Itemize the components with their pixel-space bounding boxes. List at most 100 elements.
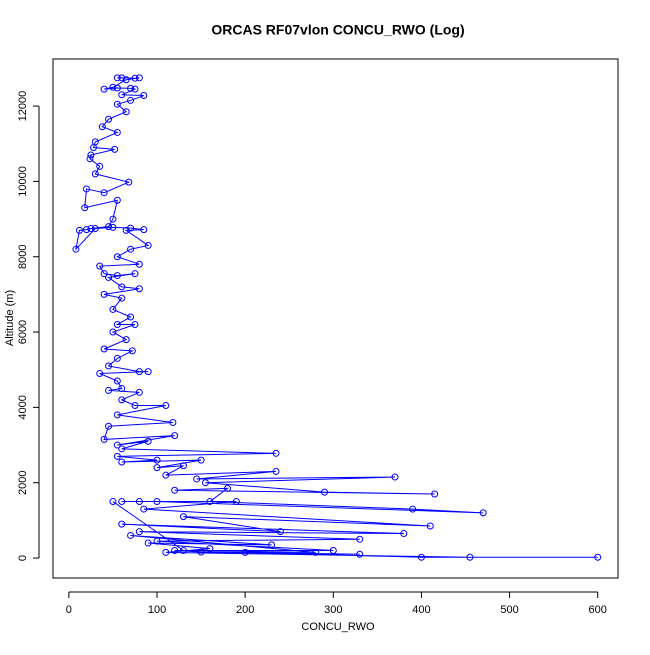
data-point — [75, 226, 83, 234]
x-tick-label: 400 — [412, 604, 430, 616]
data-point — [135, 285, 143, 293]
data-point — [135, 498, 143, 506]
data-point — [144, 241, 152, 249]
data-point — [100, 85, 108, 93]
data-point — [96, 162, 104, 170]
data-point — [391, 473, 399, 481]
data-point — [594, 553, 602, 561]
data-point — [109, 83, 117, 91]
y-tick-label: 8000 — [17, 244, 29, 268]
data-point — [135, 388, 143, 396]
data-point — [312, 548, 320, 556]
data-point — [113, 84, 121, 92]
data-point — [90, 144, 98, 152]
data-point — [320, 488, 328, 496]
data-point — [232, 498, 240, 506]
data-point — [113, 272, 121, 280]
data-point — [131, 85, 139, 93]
data-point — [105, 386, 113, 394]
data-point — [162, 402, 170, 410]
data-point — [268, 541, 276, 549]
y-tick-label: 12000 — [17, 91, 29, 122]
y-tick-label: 6000 — [17, 320, 29, 344]
x-tick-label: 600 — [589, 604, 607, 616]
data-point — [98, 123, 106, 131]
data-point — [201, 479, 209, 487]
y-tick-label: 4000 — [17, 395, 29, 419]
data-point — [206, 545, 214, 553]
data-point — [179, 513, 187, 521]
data-point — [109, 498, 117, 506]
data-point — [466, 553, 474, 561]
data-point — [131, 270, 139, 278]
y-axis-label: Altitude (m) — [4, 290, 16, 346]
x-tick-label: 200 — [236, 604, 254, 616]
data-point — [113, 321, 121, 329]
data-point — [329, 547, 337, 555]
data-point — [153, 456, 161, 464]
data-point — [113, 377, 121, 385]
data-point — [118, 458, 126, 466]
data-point — [127, 313, 135, 321]
data-point — [162, 471, 170, 479]
data-point — [426, 522, 434, 530]
data-point — [153, 464, 161, 472]
x-axis-label: CONCU_RWO — [301, 621, 375, 633]
data-point — [118, 498, 126, 506]
data-point — [197, 548, 205, 556]
data-point — [224, 484, 232, 492]
data-point — [125, 178, 133, 186]
y-tick-label: 0 — [17, 555, 29, 561]
data-point — [113, 354, 121, 362]
data-point — [479, 509, 487, 517]
data-point — [96, 262, 104, 270]
data-point — [135, 368, 143, 376]
data-point — [96, 369, 104, 377]
data-point — [113, 100, 121, 108]
data-point — [105, 115, 113, 123]
data-point — [113, 253, 121, 261]
data-point — [144, 368, 152, 376]
data-point — [179, 462, 187, 470]
data-point — [127, 531, 135, 539]
data-point — [118, 91, 126, 99]
data-point — [241, 548, 249, 556]
data-point — [87, 224, 95, 232]
data-point — [171, 547, 179, 555]
data-point — [272, 467, 280, 475]
data-point — [169, 418, 177, 426]
data-point — [400, 530, 408, 538]
data-point — [109, 305, 117, 313]
data-point — [105, 273, 113, 281]
data-point — [113, 196, 121, 204]
data-point — [100, 270, 108, 278]
data-point — [122, 108, 130, 116]
data-point — [109, 215, 117, 223]
data-point — [417, 553, 425, 561]
data-point — [113, 128, 121, 136]
data-point — [131, 402, 139, 410]
data-point — [100, 435, 108, 443]
data-point — [87, 151, 95, 159]
data-point — [127, 245, 135, 253]
data-point — [113, 411, 121, 419]
data-point — [153, 537, 161, 545]
data-point — [356, 535, 364, 543]
data-point — [118, 74, 126, 82]
data-line — [75, 77, 598, 558]
data-point — [153, 498, 161, 506]
x-tick-label: 100 — [148, 604, 166, 616]
data-point — [105, 223, 113, 231]
data-point — [118, 396, 126, 404]
data-point — [131, 74, 139, 82]
data-point — [171, 432, 179, 440]
data-point — [144, 539, 152, 547]
data-point — [111, 145, 119, 153]
data-point — [82, 226, 90, 234]
y-tick-label: 2000 — [17, 470, 29, 494]
data-point — [162, 548, 170, 556]
data-point — [272, 449, 280, 457]
data-point — [135, 260, 143, 268]
data-point — [118, 445, 126, 453]
